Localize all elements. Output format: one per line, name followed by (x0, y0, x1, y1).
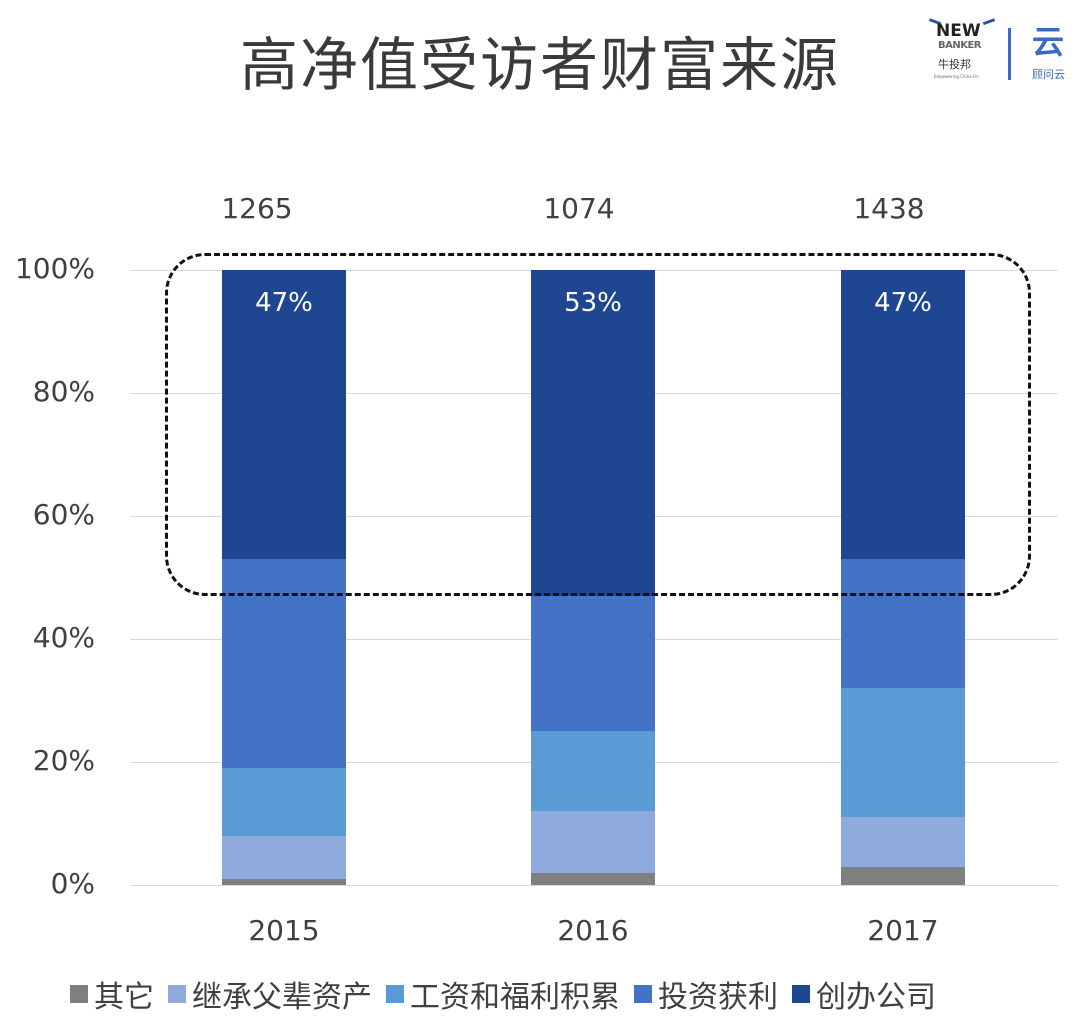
y-tick-label: 80% (32, 375, 95, 408)
sample-size-label: 1265 (221, 192, 293, 225)
legend-label: 工资和福利积累 (410, 980, 620, 1015)
legend-label: 投资获利 (658, 980, 778, 1015)
logo-cn-left: 牛投邦 (938, 58, 971, 71)
logo-banker: BANKER (938, 40, 982, 51)
chart-title: 高净值受访者财富来源 (239, 31, 840, 99)
y-tick-label: 60% (32, 498, 95, 531)
bar-segment (841, 559, 965, 689)
bar-segment (531, 270, 655, 596)
brand-logos: NEW BANKER 牛投邦 Empowering China Fin 云 顾问… (926, 18, 1078, 88)
legend-swatch-icon (792, 985, 810, 1003)
legend-item: 其它 (70, 972, 154, 1016)
bar-segment (222, 768, 346, 836)
legend-item: 投资获利 (634, 972, 778, 1016)
cloud-logo-icon: 云 (1032, 23, 1065, 61)
bar-segment (841, 688, 965, 818)
data-label: 47% (255, 288, 313, 318)
logo-divider (1008, 28, 1011, 80)
y-tick-label: 40% (32, 621, 95, 654)
highlight-box (165, 253, 1031, 596)
logo-cn-right: 顾问云 (1032, 68, 1065, 81)
y-tick-label: 20% (32, 744, 95, 777)
data-label: 47% (874, 288, 932, 318)
x-tick-label: 2016 (557, 914, 629, 947)
bar-segment (222, 835, 346, 879)
legend-swatch-icon (386, 985, 404, 1003)
y-tick-label: 0% (50, 867, 95, 900)
legend-swatch-icon (168, 985, 186, 1003)
legend-label: 其它 (94, 980, 154, 1015)
legend-item: 创办公司 (792, 972, 936, 1016)
legend-item: 继承父辈资产 (168, 972, 372, 1016)
bar-segment (531, 731, 655, 812)
logo-new: NEW (936, 21, 981, 41)
bar-segment (841, 866, 965, 885)
gridline (130, 885, 1058, 886)
sample-size-label: 1074 (543, 192, 615, 225)
x-tick-label: 2015 (248, 914, 320, 947)
bar-segment (841, 270, 965, 560)
legend-item: 工资和福利积累 (386, 972, 620, 1016)
data-label: 53% (564, 288, 622, 318)
bar-segment (222, 878, 346, 885)
sample-size-label: 1438 (853, 192, 925, 225)
x-tick-label: 2017 (867, 914, 939, 947)
legend-swatch-icon (634, 985, 652, 1003)
bar-segment (531, 811, 655, 873)
legend-label: 创办公司 (816, 980, 936, 1015)
bar-segment (841, 817, 965, 867)
legend-label: 继承父辈资产 (192, 980, 372, 1015)
logo-tagline: Empowering China Fin (934, 74, 979, 79)
horn-right-icon (982, 18, 998, 31)
legend-swatch-icon (70, 985, 88, 1003)
legend: 其它 继承父辈资产 工资和福利积累 投资获利 创办公司 (70, 972, 1050, 1016)
bar-segment (531, 872, 655, 885)
y-tick-label: 100% (14, 252, 95, 285)
bar-segment (222, 270, 346, 560)
bar-segment (531, 595, 655, 732)
